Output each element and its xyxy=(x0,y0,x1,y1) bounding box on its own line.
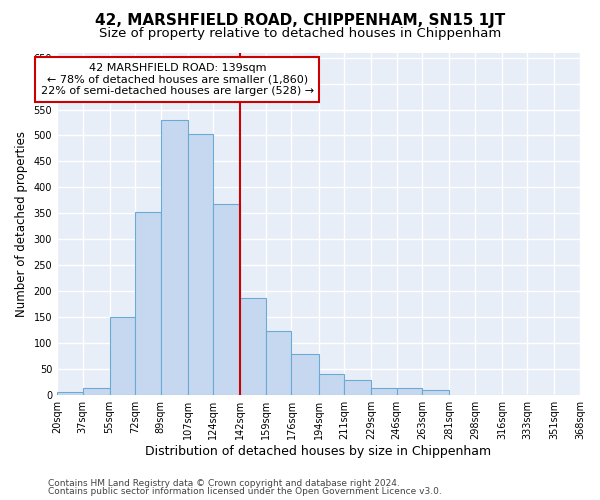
Text: Contains HM Land Registry data © Crown copyright and database right 2024.: Contains HM Land Registry data © Crown c… xyxy=(48,478,400,488)
Bar xyxy=(422,390,449,394)
Bar xyxy=(344,380,371,394)
Text: 42, MARSHFIELD ROAD, CHIPPENHAM, SN15 1JT: 42, MARSHFIELD ROAD, CHIPPENHAM, SN15 1J… xyxy=(95,12,505,28)
Bar xyxy=(214,204,241,394)
X-axis label: Distribution of detached houses by size in Chippenham: Distribution of detached houses by size … xyxy=(145,444,491,458)
Text: 42 MARSHFIELD ROAD: 139sqm
← 78% of detached houses are smaller (1,860)
22% of s: 42 MARSHFIELD ROAD: 139sqm ← 78% of deta… xyxy=(41,63,314,96)
Bar xyxy=(135,212,161,394)
Bar xyxy=(397,388,422,394)
Text: Size of property relative to detached houses in Chippenham: Size of property relative to detached ho… xyxy=(99,28,501,40)
Bar xyxy=(371,388,397,394)
Bar xyxy=(110,317,135,394)
Bar xyxy=(57,392,83,394)
Bar xyxy=(319,374,344,394)
Bar xyxy=(161,120,188,394)
Text: Contains public sector information licensed under the Open Government Licence v3: Contains public sector information licen… xyxy=(48,487,442,496)
Bar xyxy=(292,354,319,395)
Y-axis label: Number of detached properties: Number of detached properties xyxy=(15,130,28,316)
Bar xyxy=(83,388,110,394)
Bar xyxy=(241,298,266,394)
Bar xyxy=(266,332,292,394)
Bar xyxy=(188,134,214,394)
